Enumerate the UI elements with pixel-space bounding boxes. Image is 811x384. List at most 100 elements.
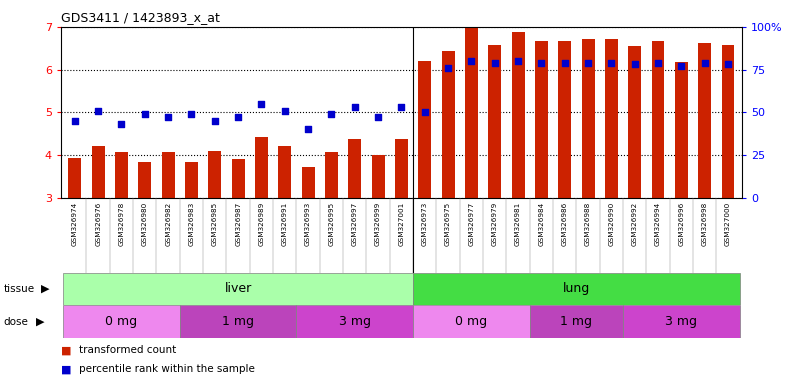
Bar [535, 41, 548, 198]
Text: GSM326983: GSM326983 [188, 202, 195, 246]
Point [722, 61, 735, 68]
Bar [530, 305, 623, 338]
Text: GSM326987: GSM326987 [235, 202, 241, 246]
Bar [581, 39, 594, 198]
Text: GSM326985: GSM326985 [212, 202, 218, 246]
Bar [623, 305, 740, 338]
Bar [325, 152, 338, 198]
Text: 3 mg: 3 mg [339, 315, 371, 328]
Point [302, 126, 315, 132]
Bar [302, 167, 315, 198]
Bar [465, 28, 478, 198]
Point [278, 108, 291, 114]
Text: GSM326974: GSM326974 [72, 202, 78, 246]
Bar [68, 159, 81, 198]
Text: GSM326977: GSM326977 [469, 202, 474, 246]
Text: GSM326988: GSM326988 [585, 202, 591, 246]
Bar [371, 155, 384, 198]
Bar [512, 32, 525, 198]
Bar [63, 273, 413, 305]
Bar [418, 61, 431, 198]
Text: GSM326994: GSM326994 [655, 202, 661, 246]
Point [558, 60, 571, 66]
Bar [232, 159, 245, 198]
Point [348, 104, 361, 110]
Bar [180, 305, 297, 338]
Point [325, 111, 338, 117]
Point [465, 58, 478, 64]
Point [139, 111, 152, 117]
Text: GSM326984: GSM326984 [539, 202, 544, 246]
Text: GSM326997: GSM326997 [352, 202, 358, 246]
Text: GSM326978: GSM326978 [118, 202, 124, 246]
Bar [278, 146, 291, 198]
Text: lung: lung [563, 283, 590, 295]
Text: 1 mg: 1 mg [222, 315, 254, 328]
Text: GSM326991: GSM326991 [281, 202, 288, 246]
Text: 1 mg: 1 mg [560, 315, 592, 328]
Bar [185, 162, 198, 198]
Text: GSM326979: GSM326979 [491, 202, 498, 246]
Text: GSM327001: GSM327001 [398, 202, 405, 246]
Point [535, 60, 548, 66]
Point [698, 60, 711, 66]
Text: dose: dose [3, 316, 28, 327]
Point [605, 60, 618, 66]
Bar [92, 146, 105, 198]
Text: GSM326975: GSM326975 [445, 202, 451, 246]
Text: GSM326976: GSM326976 [95, 202, 101, 246]
Bar [675, 62, 688, 198]
Text: percentile rank within the sample: percentile rank within the sample [79, 364, 255, 374]
Point [232, 114, 245, 121]
Text: GSM326999: GSM326999 [375, 202, 381, 246]
Text: ■: ■ [61, 364, 71, 374]
Text: GDS3411 / 1423893_x_at: GDS3411 / 1423893_x_at [61, 11, 220, 24]
Text: tissue: tissue [3, 284, 34, 294]
Text: liver: liver [225, 283, 251, 295]
Text: 0 mg: 0 mg [455, 315, 487, 328]
Point [185, 111, 198, 117]
Text: 0 mg: 0 mg [105, 315, 138, 328]
Text: GSM326981: GSM326981 [515, 202, 521, 246]
Text: GSM326998: GSM326998 [702, 202, 708, 246]
Point [371, 114, 384, 121]
Bar [488, 45, 501, 198]
Bar [255, 137, 268, 198]
Point [208, 118, 221, 124]
Bar [139, 162, 151, 198]
Point [92, 108, 105, 114]
Bar [161, 152, 174, 198]
Point [161, 114, 174, 121]
Bar [115, 152, 128, 198]
Text: GSM326990: GSM326990 [608, 202, 615, 246]
Bar [349, 139, 361, 198]
Point [115, 121, 128, 127]
Text: GSM326993: GSM326993 [305, 202, 311, 246]
Bar [297, 305, 413, 338]
Text: GSM326980: GSM326980 [142, 202, 148, 246]
Point [418, 109, 431, 115]
Text: ■: ■ [61, 345, 71, 355]
Bar [63, 305, 180, 338]
Point [255, 101, 268, 107]
Point [395, 104, 408, 110]
Bar [442, 51, 454, 198]
Text: GSM326989: GSM326989 [259, 202, 264, 246]
Point [675, 63, 688, 69]
Bar [652, 41, 664, 198]
Text: ▶: ▶ [41, 284, 49, 294]
Text: GSM326986: GSM326986 [562, 202, 568, 246]
Text: GSM326973: GSM326973 [422, 202, 427, 246]
Bar [605, 39, 618, 198]
Text: ▶: ▶ [36, 316, 44, 327]
Point [512, 58, 525, 64]
Text: GSM326996: GSM326996 [679, 202, 684, 246]
Text: GSM326992: GSM326992 [632, 202, 637, 246]
Bar [698, 43, 711, 198]
Point [651, 60, 664, 66]
Bar [395, 139, 408, 198]
Bar [413, 305, 530, 338]
Bar [558, 41, 571, 198]
Bar [413, 273, 740, 305]
Bar [208, 151, 221, 198]
